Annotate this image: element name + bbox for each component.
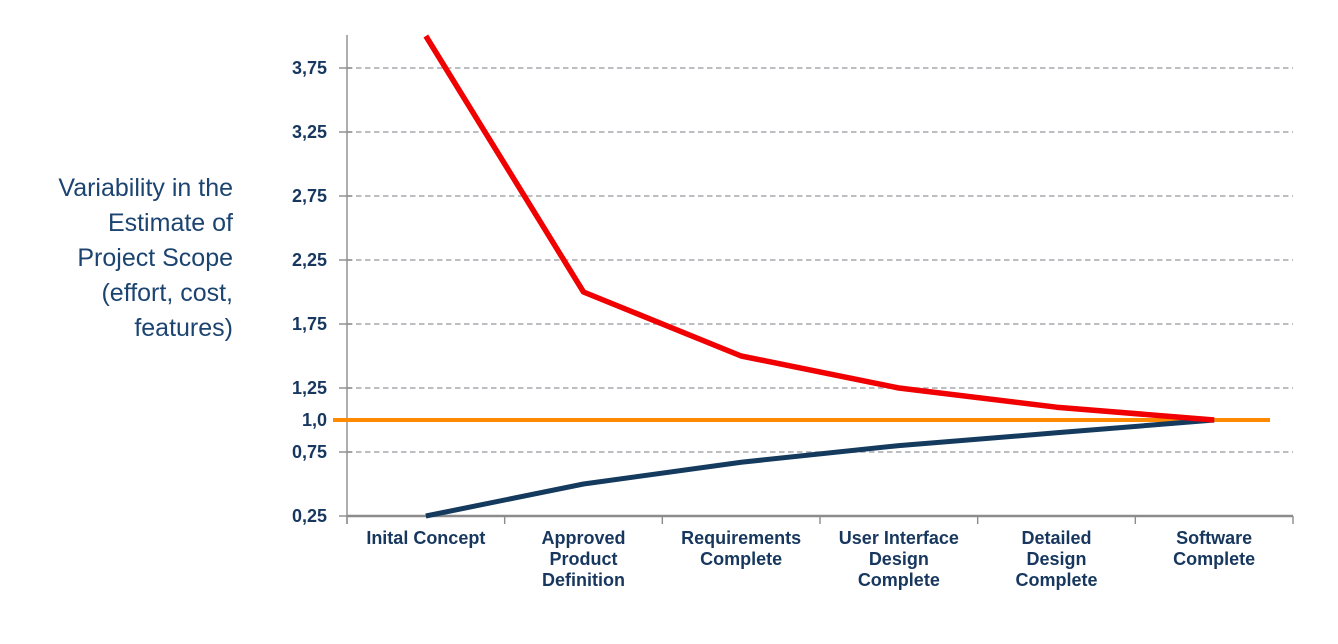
y-tick-label: 1,75 xyxy=(292,314,327,334)
y-tick-label: 1,0 xyxy=(302,410,327,430)
x-category-label: Approved Product Definition xyxy=(541,528,625,590)
y-tick-label: 1,25 xyxy=(292,378,327,398)
y-tick-label: 2,25 xyxy=(292,250,327,270)
x-category-label: Requirements Complete xyxy=(681,528,801,569)
y-axis-title-line: Variability in the xyxy=(58,174,233,202)
y-axis-title-line: Estimate of xyxy=(107,209,233,237)
x-category-label: Detailed Design Complete xyxy=(1015,528,1097,590)
y-axis-title-line: features) xyxy=(134,314,233,342)
y-tick-label: 3,25 xyxy=(292,122,327,142)
series-upper-variability-line xyxy=(423,34,1215,423)
x-category-label: Software Complete xyxy=(1173,528,1255,569)
series-lower-variability-line xyxy=(425,417,1215,519)
y-axis-title: Variability in the Estimate of Project Sco… xyxy=(0,171,233,346)
y-tick-label: 0,25 xyxy=(292,506,327,526)
x-category-label: User Interface Design Complete xyxy=(839,528,959,590)
y-axis-title-line: Project Scope xyxy=(77,244,233,272)
x-category-label: Inital Concept xyxy=(366,528,485,548)
y-tick-label: 3,75 xyxy=(292,58,327,78)
y-axis-title-line: (effort, cost, xyxy=(101,279,233,307)
y-tick-label: 0,75 xyxy=(292,442,327,462)
y-tick-label: 2,75 xyxy=(292,186,327,206)
